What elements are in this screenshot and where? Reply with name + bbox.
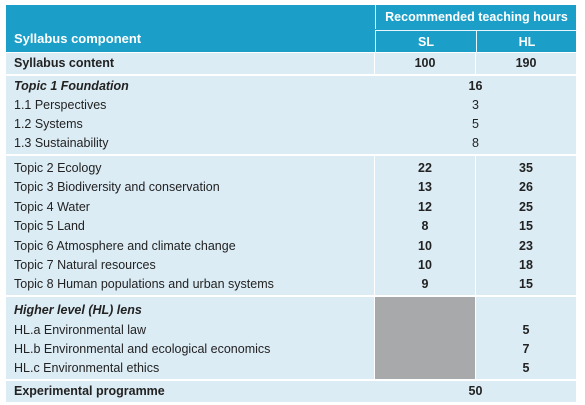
table-row: Topic 4 Water 12 25	[6, 198, 576, 217]
row-label: HL.a Environmental law	[14, 323, 147, 337]
row-label: 1.3 Sustainability	[14, 136, 109, 150]
hl-hours: 25	[519, 200, 533, 214]
band-topics	[6, 156, 576, 295]
row-label: 1.2 Systems	[14, 117, 83, 131]
hl-hours: 5	[522, 323, 530, 337]
band-foundation	[6, 76, 576, 154]
table-row-content: Syllabus content 100 190	[6, 54, 576, 73]
table-row: Topic 3 Biodiversity and conservation 13…	[6, 178, 576, 197]
table-row: HL.c Environmental ethics 5	[6, 359, 576, 378]
column-divider	[374, 156, 375, 295]
column-divider	[374, 297, 375, 379]
table-row-foundation: Topic 1 Foundation 16	[6, 77, 576, 96]
sl-hours: 8	[421, 219, 429, 233]
shared-hours: 8	[472, 136, 479, 150]
column-header-hours: Recommended teaching hours	[375, 5, 577, 29]
row-label: Syllabus content	[14, 56, 115, 70]
hl-hours: 35	[519, 161, 533, 175]
band-experimental	[6, 381, 576, 402]
column-divider	[475, 53, 476, 74]
band-hl-lens	[6, 297, 576, 379]
shared-hours: 3	[472, 98, 479, 112]
table-row: HL.b Environmental and ecological econom…	[6, 340, 576, 359]
hl-hours: 15	[519, 277, 533, 291]
column-divider	[475, 156, 476, 295]
table-row: 1.3 Sustainability 8	[6, 134, 576, 153]
row-label: HL.c Environmental ethics	[14, 361, 160, 375]
shared-hours: 16	[468, 79, 483, 93]
row-label: Topic 3 Biodiversity and conservation	[14, 180, 220, 194]
sl-hours: 10	[418, 239, 432, 253]
hl-hours: 190	[515, 56, 537, 70]
row-label: Experimental programme	[14, 384, 165, 398]
table-row: Topic 5 Land 8 15	[6, 217, 576, 236]
row-label: Topic 6 Atmosphere and climate change	[14, 239, 236, 253]
table-row: HL.a Environmental law 5	[6, 321, 576, 340]
column-header-sl: SL	[375, 30, 476, 53]
table-header: Syllabus component Recommended teaching …	[6, 5, 577, 53]
sl-hours: 10	[418, 258, 432, 272]
column-header-hl: HL	[476, 30, 577, 53]
table-row: Topic 8 Human populations and urban syst…	[6, 275, 576, 294]
band-content	[6, 53, 576, 74]
hl-lens-sl-blank	[375, 297, 475, 379]
shared-hours: 5	[472, 117, 479, 131]
table-row: Topic 2 Ecology 22 35	[6, 159, 576, 178]
hl-hours: 26	[519, 180, 533, 194]
syllabus-table: Syllabus component Recommended teaching …	[6, 5, 577, 402]
row-label: Topic 5 Land	[14, 219, 85, 233]
shared-hours: 50	[468, 384, 483, 398]
sl-hours: 100	[414, 56, 436, 70]
table-row: 1.2 Systems 5	[6, 115, 576, 134]
sl-hours: 9	[421, 277, 429, 291]
hl-hours: 23	[519, 239, 533, 253]
row-label: Higher level (HL) lens	[14, 303, 142, 317]
row-label: Topic 7 Natural resources	[14, 258, 156, 272]
column-header-component: Syllabus component	[14, 31, 142, 46]
row-label: Topic 4 Water	[14, 200, 90, 214]
row-label: Topic 2 Ecology	[14, 161, 102, 175]
row-label: HL.b Environmental and ecological econom…	[14, 342, 271, 356]
table-row-hl-lens: Higher level (HL) lens	[6, 301, 576, 320]
hl-hours: 7	[522, 342, 530, 356]
table-row: Topic 7 Natural resources 10 18	[6, 256, 576, 275]
hl-hours: 15	[519, 219, 533, 233]
sl-hours: 22	[418, 161, 432, 175]
row-label: Topic 8 Human populations and urban syst…	[14, 277, 274, 291]
table-row: 1.1 Perspectives 3	[6, 96, 576, 115]
sl-hours: 13	[418, 180, 432, 194]
hl-hours: 18	[519, 258, 533, 272]
hl-hours: 5	[522, 361, 530, 375]
sl-hours: 12	[418, 200, 432, 214]
table-row-experimental: Experimental programme 50	[6, 382, 576, 401]
row-label: 1.1 Perspectives	[14, 98, 107, 112]
table-row: Topic 6 Atmosphere and climate change 10…	[6, 237, 576, 256]
column-divider	[374, 53, 375, 74]
row-label: Topic 1 Foundation	[14, 79, 129, 93]
column-divider	[475, 297, 476, 379]
